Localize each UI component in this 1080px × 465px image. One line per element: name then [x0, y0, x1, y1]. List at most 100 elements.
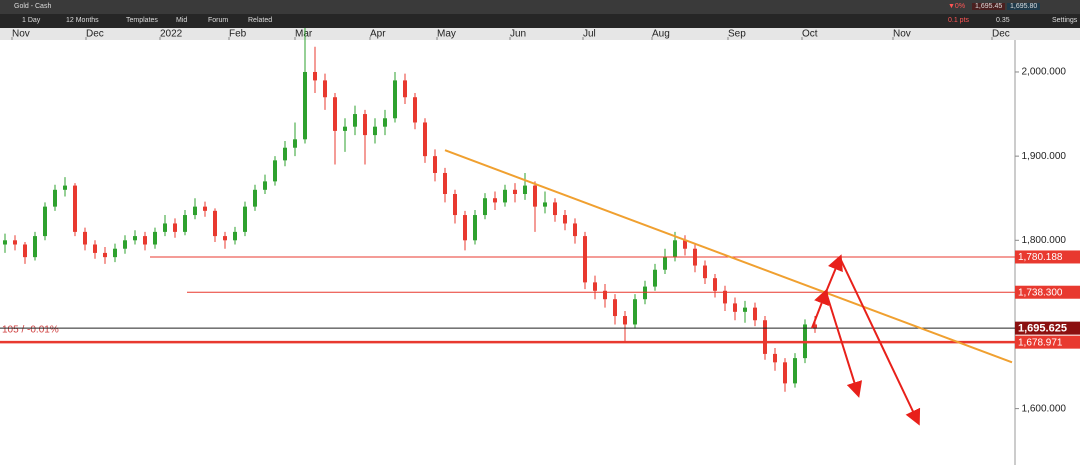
candle-body [33, 236, 37, 258]
range[interactable]: 12 Months [66, 17, 99, 24]
spread: 0.35 [996, 17, 1010, 24]
candle-body [703, 265, 707, 279]
candle-body [313, 71, 317, 81]
level-label: 1,780.188 [1018, 252, 1063, 263]
projection-arrow [825, 254, 843, 293]
change-annotation: 105 / -0.01% [2, 325, 59, 336]
candle-body [243, 206, 247, 232]
tool-bar: 1 Day 12 Months Templates Mid Forum Rela… [0, 14, 1080, 28]
candle-body [213, 210, 217, 237]
candle-body [503, 189, 507, 203]
candle-body [783, 362, 787, 384]
x-tick-label: May [437, 29, 456, 40]
ask[interactable]: 1,695.80 [1007, 3, 1041, 10]
level-tag [1015, 250, 1080, 264]
projection-arrow [811, 288, 830, 329]
candle-body [493, 198, 497, 203]
mid[interactable]: Mid [176, 17, 188, 24]
time-axis-band [0, 28, 1080, 40]
candle-body [453, 194, 457, 216]
candle-body [583, 236, 587, 283]
candle-body [283, 147, 287, 161]
forum[interactable]: Forum [208, 17, 229, 24]
candle-body [53, 189, 57, 207]
candle-body [633, 299, 637, 325]
candle-body [563, 215, 567, 224]
bid[interactable]: 1,695.45 [972, 3, 1006, 10]
interval[interactable]: 1 Day [22, 17, 41, 24]
candle-body [623, 316, 627, 325]
x-tick-label: Jul [583, 29, 596, 40]
candle-body [23, 244, 27, 258]
level-tag [1015, 285, 1080, 299]
candle-body [333, 97, 337, 131]
candle-body [43, 206, 47, 237]
candle-body [733, 303, 737, 312]
candle-body [3, 240, 7, 245]
related[interactable]: Related [248, 17, 273, 24]
x-tick-label: Dec [992, 29, 1010, 40]
level-tag [1015, 321, 1080, 335]
y-tick-label: 1,600.000 [1022, 403, 1067, 414]
x-tick-label: Oct [802, 29, 818, 40]
candle-body [683, 240, 687, 249]
y-tick-label: 2,000.000 [1022, 67, 1067, 78]
level-label: 1,678.971 [1018, 337, 1063, 348]
candle-body [153, 231, 157, 245]
candle-body [113, 248, 117, 258]
x-tick-label: Nov [893, 29, 911, 40]
candle-body [263, 181, 267, 190]
candle-body [533, 185, 537, 207]
candle-body [83, 231, 87, 245]
x-tick-label: Aug [652, 29, 670, 40]
x-tick-label: Dec [86, 29, 104, 40]
projection-arrow [839, 257, 921, 426]
candle-body [473, 215, 477, 241]
x-tick-label: Jun [510, 29, 526, 40]
candle-body [593, 282, 597, 291]
candle-body [643, 286, 647, 300]
candle-body [233, 231, 237, 241]
candle-body [143, 236, 147, 245]
candle-body [403, 80, 407, 98]
candle-body [443, 172, 447, 195]
candle-body [363, 114, 367, 136]
y-tick-label: 1,800.000 [1022, 235, 1067, 246]
change-pts: 0.1 pts [948, 17, 970, 24]
x-tick-label: Apr [370, 29, 386, 40]
candle-body [613, 299, 617, 317]
candle-body [753, 307, 757, 321]
templates[interactable]: Templates [126, 17, 158, 24]
candle-body [323, 80, 327, 98]
instrument[interactable]: Gold - Cash [14, 3, 52, 10]
chart: 105 / -0.01% Nov Dec 2022 Feb Mar Apr May Jun Ju… [0, 28, 1080, 465]
candle-body [193, 206, 197, 216]
settings[interactable]: Settings [1052, 17, 1078, 24]
candle-body [173, 223, 177, 232]
candle-body [13, 240, 17, 245]
x-tick-label: Feb [229, 29, 247, 40]
candle-body [273, 160, 277, 182]
candle-body [183, 215, 187, 232]
x-tick-label: Nov [12, 29, 30, 40]
candle-body [123, 240, 127, 249]
y-tick-label: 1,900.000 [1022, 151, 1067, 162]
candle-body [573, 223, 577, 237]
candle-body [463, 215, 467, 241]
candle-body [413, 97, 417, 123]
candle-body [553, 202, 557, 216]
trend-line [444, 149, 1013, 364]
candle-body [603, 290, 607, 300]
candle-body [383, 118, 387, 127]
candle-body [483, 198, 487, 216]
level-label: 1,738.300 [1018, 287, 1063, 298]
candle-body [373, 126, 377, 136]
candle-body [63, 185, 67, 190]
candle-body [393, 80, 397, 119]
candle-body [253, 189, 257, 207]
candle-body [813, 324, 817, 329]
candle-body [103, 252, 107, 258]
candle-body [353, 114, 357, 127]
candle-body [133, 236, 137, 241]
